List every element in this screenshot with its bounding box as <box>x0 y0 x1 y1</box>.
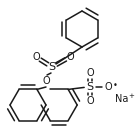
Text: O: O <box>104 82 112 92</box>
Text: O: O <box>86 68 94 78</box>
Text: S: S <box>48 62 56 72</box>
Text: O: O <box>42 76 50 86</box>
Text: •: • <box>113 81 118 90</box>
Text: O: O <box>32 52 40 62</box>
Text: O: O <box>86 96 94 106</box>
Text: +: + <box>128 93 134 99</box>
Text: O: O <box>66 52 74 62</box>
Text: Na: Na <box>116 94 129 104</box>
Text: S: S <box>87 82 94 92</box>
